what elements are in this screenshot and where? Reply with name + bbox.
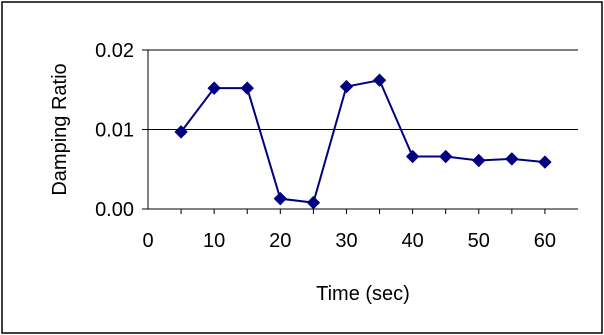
data-point-marker <box>306 195 321 210</box>
tick-labels: 0.00 0.01 0.02 0 10 20 30 40 50 60 <box>95 40 556 252</box>
data-point-marker <box>405 149 420 164</box>
data-point-marker <box>273 191 288 206</box>
data-point-marker <box>339 79 354 94</box>
x-tick-label: 20 <box>269 230 291 252</box>
x-tick-label: 60 <box>534 230 556 252</box>
x-tick-label: 10 <box>203 230 225 252</box>
data-point-marker <box>538 155 552 169</box>
data-point-marker <box>438 149 453 164</box>
series <box>174 73 552 210</box>
x-tick-label: 50 <box>468 230 490 252</box>
data-point-marker <box>174 125 188 139</box>
x-tick-label: 40 <box>401 230 423 252</box>
gridlines <box>148 49 578 130</box>
y-tick-label: 0.00 <box>95 199 134 221</box>
x-tick-label: 0 <box>142 230 153 252</box>
data-point-marker <box>207 81 221 95</box>
y-axis-label: Damping Ratio <box>49 63 71 195</box>
data-point-marker <box>372 73 387 87</box>
data-point-marker <box>240 81 254 95</box>
y-tick-label: 0.02 <box>95 40 134 62</box>
axes <box>142 49 578 214</box>
data-point-marker <box>472 153 486 168</box>
x-axis-label: Time (sec) <box>316 283 410 305</box>
y-tick-label: 0.01 <box>95 120 134 142</box>
data-point-marker <box>505 152 519 166</box>
x-tick-label: 30 <box>335 230 357 252</box>
